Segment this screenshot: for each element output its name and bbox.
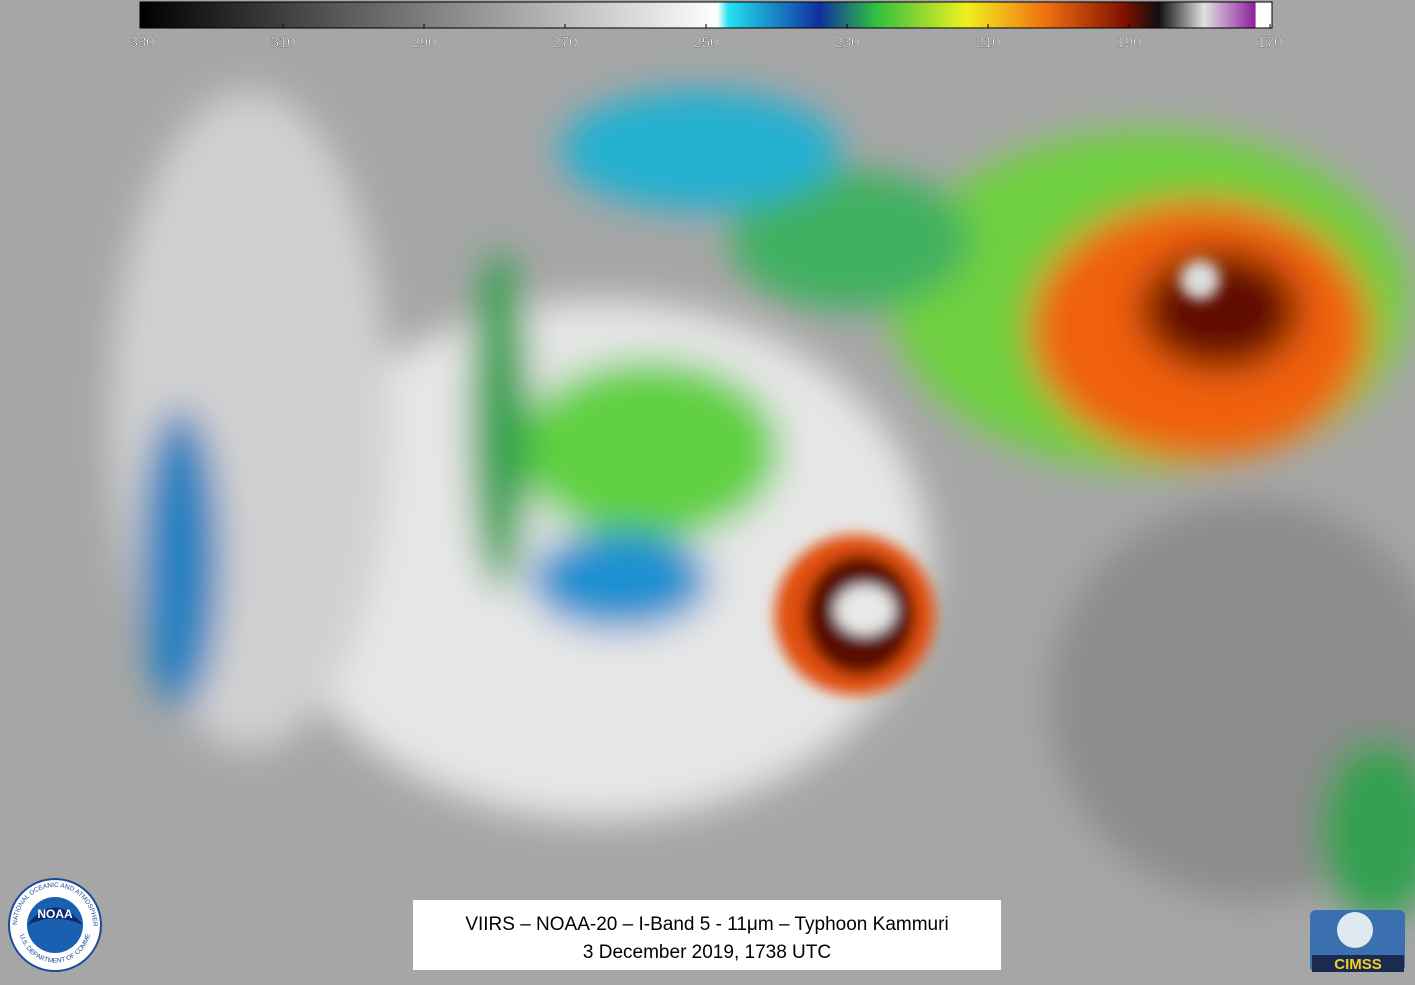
tick-label: 290 (411, 34, 436, 51)
noaa-text: NOAA (37, 907, 73, 921)
caption-line: VIIRS – NOAA-20 – I-Band 5 - 11μm – Typh… (465, 914, 948, 935)
tick-label: 230 (834, 34, 859, 51)
colorbar (139, 1, 1273, 29)
tick-label: 190 (1116, 34, 1141, 51)
caption-line: 3 December 2019, 1738 UTC (583, 942, 831, 963)
tick-label: 170 (1257, 34, 1282, 51)
tick-label: 210 (975, 34, 1000, 51)
tick-label: 270 (552, 34, 577, 51)
cimss-logo: CIMSS (1310, 910, 1405, 973)
tick-label: 330 (129, 34, 154, 51)
cimss-text: CIMSS (1334, 956, 1382, 973)
tick-label: 310 (270, 34, 295, 51)
tick-label: 250 (693, 34, 718, 51)
typhoon-core (775, 260, 1220, 695)
clouds (110, 90, 1415, 920)
caption-box (413, 900, 1001, 970)
